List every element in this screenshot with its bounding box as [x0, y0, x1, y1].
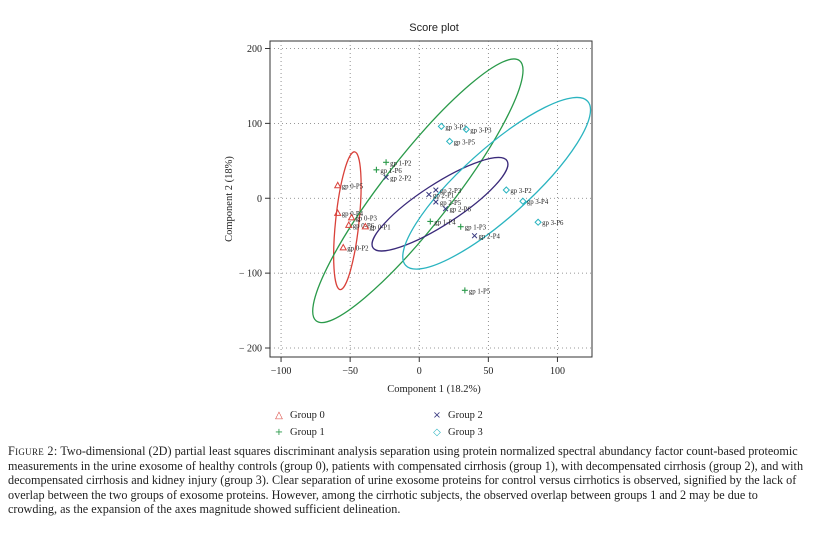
point-marker: [333, 208, 342, 216]
point-label: gp 3-P6: [542, 220, 564, 227]
point-label: gp 2-P4: [479, 234, 501, 241]
point-marker: [344, 220, 353, 228]
caption-text: Two-dimensional (2D) partial least squar…: [8, 444, 804, 517]
legend: △ Group 0 × Group 2 + Group 1 ◇ Group 3: [268, 406, 528, 440]
point-marker: [383, 174, 389, 181]
point-label: gp 1-P3: [465, 225, 487, 232]
y-axis-ticks: − 200 − 100 0 100 200: [239, 44, 270, 355]
point-label: gp 3-P4: [527, 199, 549, 206]
figure-caption: Figure 2: Two-dimensional (2D) partial l…: [8, 444, 808, 517]
point-marker: [437, 122, 446, 131]
legend-label: Group 3: [448, 426, 483, 438]
point-label: gp 0-P2: [347, 246, 369, 253]
point-marker: [333, 181, 342, 189]
point-label: gp 2-P2: [390, 175, 412, 182]
cross-icon: ×: [432, 409, 442, 421]
chart-title: Score plot: [409, 22, 459, 34]
x-tick-label: 50: [483, 366, 493, 377]
plot-area-frame: [269, 40, 593, 358]
point-marker: [433, 187, 439, 193]
point-label: gp 2-P3: [440, 188, 462, 195]
ellipse-group-3: [402, 96, 592, 270]
point-marker: [471, 232, 478, 239]
ellipse-group-2: [371, 156, 509, 252]
point-marker: [339, 243, 348, 251]
x-axis-ticks: −100 −50 0 50 100: [271, 357, 565, 377]
point-marker: [462, 125, 470, 134]
point-marker: [445, 137, 454, 146]
confidence-ellipses: [312, 58, 592, 324]
point-label: gp 1-P5: [469, 288, 491, 295]
x-axis-label: Component 1 (18.2%): [387, 384, 481, 395]
legend-item-group-0: △ Group 0: [274, 408, 325, 422]
legend-item-group-2: × Group 2: [432, 408, 483, 422]
diamond-icon: ◇: [433, 426, 441, 438]
x-tick-label: −50: [342, 366, 358, 377]
point-marker: [502, 186, 511, 194]
plus-icon: +: [274, 426, 284, 438]
point-label: gp 0-P4: [342, 211, 364, 218]
ellipse-group-1: [312, 58, 524, 324]
point-marker: [427, 218, 434, 225]
point-marker: [347, 213, 356, 221]
legend-item-group-3: ◇ Group 3: [432, 425, 483, 439]
y-tick-label: 100: [247, 119, 262, 130]
legend-label: Group 1: [290, 426, 325, 438]
legend-label: Group 2: [448, 409, 483, 421]
point-label: gp 1-P2: [390, 160, 412, 167]
triangle-icon: △: [275, 409, 283, 421]
point-label: gp 0-P5: [342, 184, 364, 191]
point-marker: [442, 205, 449, 212]
point-marker: [519, 197, 527, 205]
point-label: gp 1-P4: [434, 219, 456, 226]
y-tick-label: 0: [257, 194, 262, 205]
point-label: gp 3-P5: [454, 139, 476, 146]
x-tick-label: −100: [271, 366, 292, 377]
point-marker: [426, 191, 432, 198]
y-tick-label: − 100: [239, 269, 262, 280]
point-marker: [433, 199, 439, 205]
point-marker: [534, 218, 542, 226]
point-label: gp 0-P3: [356, 216, 378, 223]
point-marker: [361, 222, 370, 230]
point-label: gp 3-P3: [470, 127, 492, 134]
x-tick-label: 0: [417, 366, 422, 377]
point-marker: [457, 223, 464, 230]
point-marker: [461, 287, 468, 294]
legend-item-group-1: + Group 1: [274, 425, 325, 439]
point-label: gp 3-P2: [510, 188, 532, 195]
y-tick-label: − 200: [239, 344, 262, 355]
point-label: gp 2-P6: [450, 207, 472, 214]
x-tick-label: 100: [550, 366, 565, 377]
point-label: gp 1-P6: [380, 168, 402, 175]
y-axis-label: Component 2 (18%): [224, 156, 235, 242]
point-label: gp 3-P1: [445, 124, 466, 131]
figure-label: Figure 2:: [8, 444, 58, 458]
point-marker: [383, 159, 390, 166]
ellipse-group-0: [333, 151, 362, 291]
point-marker: [373, 166, 380, 173]
y-tick-label: 200: [247, 44, 262, 55]
point-label: gp 0-P1: [369, 225, 390, 232]
point-label: gp 2-P5: [440, 200, 462, 207]
legend-label: Group 0: [290, 409, 325, 421]
point-label: gp 2-P1: [433, 193, 454, 200]
